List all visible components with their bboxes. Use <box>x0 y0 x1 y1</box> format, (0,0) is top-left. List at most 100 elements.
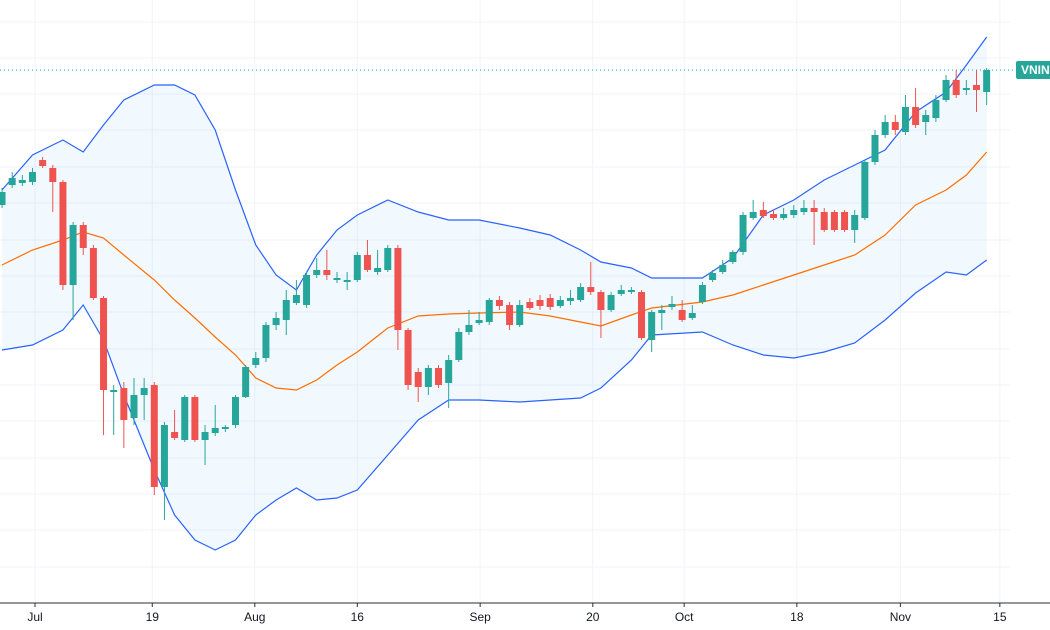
candle <box>181 395 189 442</box>
candle <box>414 368 422 402</box>
candle-body <box>79 225 87 248</box>
candle-body <box>59 182 67 285</box>
candle <box>739 212 747 255</box>
candle-body <box>282 300 290 320</box>
candle-body <box>18 180 26 183</box>
candle <box>323 250 331 280</box>
candle <box>211 405 219 436</box>
candle-body <box>912 107 920 125</box>
candle-body <box>262 325 270 358</box>
candle <box>0 188 6 208</box>
last-price-tag <box>1016 61 1050 79</box>
candle <box>272 312 280 330</box>
candle <box>871 130 879 165</box>
candle <box>861 160 869 220</box>
candle-body <box>394 248 402 330</box>
candle <box>648 310 656 352</box>
candle-body <box>698 285 706 302</box>
x-tick-label: Oct <box>675 610 694 624</box>
candle <box>384 245 392 272</box>
candle-body <box>69 225 77 285</box>
candle-body <box>861 162 869 218</box>
candle <box>8 172 16 188</box>
candle <box>343 272 351 290</box>
candle-body <box>404 330 412 385</box>
candle <box>607 292 615 312</box>
candle-body <box>171 432 179 438</box>
candle-body <box>130 395 138 418</box>
candle <box>485 298 493 325</box>
x-tick-label: 20 <box>586 610 600 624</box>
candle <box>59 180 67 290</box>
candle <box>536 295 544 310</box>
candle-body <box>100 298 108 390</box>
candle <box>698 282 706 304</box>
candle <box>759 202 767 218</box>
candle <box>577 283 585 302</box>
candle-body <box>526 302 534 308</box>
candle-body <box>891 122 899 130</box>
candle <box>587 262 595 295</box>
candle-body <box>39 160 47 166</box>
candle-body <box>424 368 432 387</box>
candle <box>353 252 361 282</box>
candle-body <box>678 310 686 320</box>
candle <box>465 310 473 335</box>
candle-body <box>374 268 382 272</box>
candle <box>394 245 402 350</box>
candle-body <box>181 397 189 440</box>
candle-body <box>759 210 767 216</box>
candle-body <box>688 313 696 318</box>
candle-body <box>546 298 554 307</box>
candle-body <box>475 320 483 323</box>
candle <box>638 290 646 340</box>
candle <box>89 245 97 300</box>
candle-body <box>89 248 97 298</box>
candle <box>424 365 432 395</box>
candle <box>719 260 727 274</box>
candle <box>221 425 229 432</box>
candle-body <box>221 427 229 429</box>
candle-body <box>333 278 341 280</box>
candle-body <box>709 273 717 280</box>
candle-body <box>242 367 250 397</box>
candle <box>171 410 179 440</box>
band-upper <box>1 36 988 291</box>
candle <box>49 165 57 212</box>
candle-body <box>739 215 747 252</box>
candle <box>39 157 47 168</box>
candle-body <box>719 265 727 272</box>
candle-body <box>231 397 239 425</box>
candle <box>952 70 960 98</box>
candle <box>100 296 108 435</box>
candle-body <box>28 172 36 182</box>
candle <box>313 258 321 278</box>
candle-body <box>577 287 585 300</box>
candle-body <box>414 372 422 387</box>
candle <box>556 296 564 308</box>
candle <box>668 296 676 310</box>
candle <box>912 88 920 128</box>
candle-body <box>942 80 950 100</box>
candle-body <box>536 300 544 306</box>
candle-body <box>465 325 473 332</box>
candle <box>445 355 453 408</box>
x-tick-label: 18 <box>790 610 804 624</box>
candle-body <box>506 305 514 325</box>
candle-body <box>150 385 158 487</box>
candle <box>140 378 148 420</box>
candle <box>495 296 503 310</box>
candle-body <box>566 298 574 301</box>
candle <box>627 287 635 294</box>
candle <box>374 250 382 275</box>
candle-body <box>749 212 757 218</box>
candle-body <box>922 115 930 122</box>
candle <box>363 240 371 272</box>
candle-body <box>830 212 838 230</box>
candle-body <box>160 425 168 487</box>
candle-body <box>516 305 524 325</box>
candle <box>110 385 118 435</box>
candle <box>435 365 443 388</box>
candle-body <box>292 295 300 303</box>
